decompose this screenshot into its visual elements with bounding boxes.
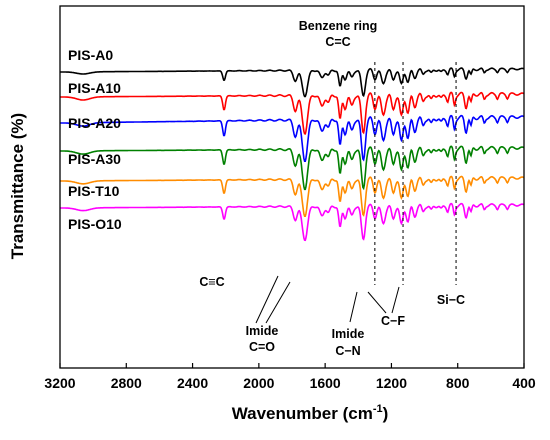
y-axis-title: Transmittance (%) (8, 113, 27, 259)
x-axis-ticks: 3200 2800 2400 2000 1600 1200 800 400 (44, 363, 536, 391)
benzene-cc-label: C=C (325, 35, 350, 49)
imide-cn-label-1: Imide (332, 327, 365, 341)
series-group (60, 67, 525, 242)
series-line-pis-a30 (60, 145, 525, 191)
x-tick-label: 2800 (111, 375, 142, 391)
arrow-imide-cn (349, 291, 358, 323)
series-line-pis-a0 (60, 67, 525, 98)
imide-co-label-2: C=O (249, 340, 275, 354)
series-label-pis-a30: PIS-A30 (68, 151, 121, 167)
series-label-pis-o10: PIS-O10 (68, 216, 122, 232)
series-line-pis-t10 (60, 175, 525, 217)
series-label-pis-t10: PIS-T10 (68, 183, 120, 199)
x-axis-title: Wavenumber (cm-1) (232, 403, 389, 423)
imide-cn-label-2: C−N (335, 344, 360, 358)
x-tick-label: 1600 (310, 375, 341, 391)
annotation-arrows (255, 275, 400, 324)
arrow-imide-co-1 (255, 275, 279, 324)
x-tick-label: 3200 (44, 375, 75, 391)
x-tick-label: 1200 (376, 375, 407, 391)
series-label-pis-a20: PIS-A20 (68, 115, 121, 131)
series-line-pis-o10 (60, 202, 525, 242)
alkyne-label: C≡C (199, 275, 224, 289)
reference-lines (374, 62, 457, 285)
series-line-pis-a20 (60, 114, 525, 162)
series-labels: PIS-A0 PIS-A10 PIS-A20 PIS-A30 PIS-T10 PIS-O1… (68, 47, 122, 232)
arrow-cf-2 (391, 286, 400, 314)
series-label-pis-a0: PIS-A0 (68, 47, 113, 63)
x-tick-label: 2400 (177, 375, 208, 391)
arrow-cf-1 (367, 291, 387, 314)
x-tick-label: 2000 (243, 375, 274, 391)
sic-label: Si−C (437, 293, 465, 307)
arrow-imide-co-2 (265, 281, 291, 324)
series-label-pis-a10: PIS-A10 (68, 80, 121, 96)
plot-frame (59, 5, 525, 369)
imide-co-label-1: Imide (246, 324, 279, 338)
x-tick-label: 800 (446, 375, 470, 391)
cf-label: C−F (381, 314, 405, 328)
x-tick-label: 400 (512, 375, 536, 391)
series-line-pis-a10 (60, 91, 525, 135)
benzene-ring-label: Benzene ring (299, 19, 378, 33)
